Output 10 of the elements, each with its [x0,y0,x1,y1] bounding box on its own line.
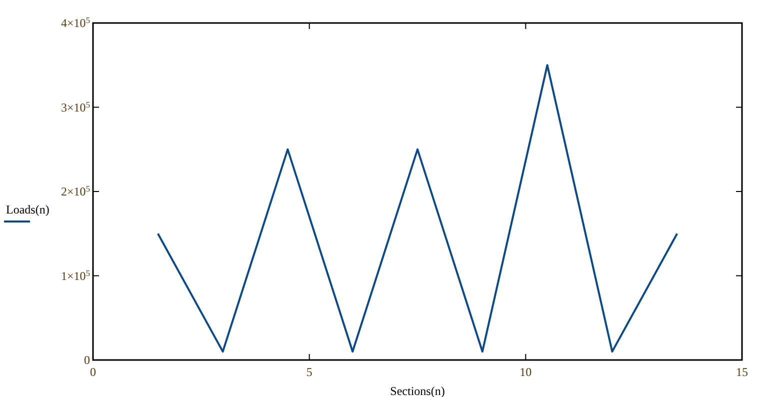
y-tick-label: 3×10$^{5}$ [61,100,90,114]
y-tick-label: 0 [84,353,90,367]
x-tick-label: 5 [306,365,312,379]
y-tick-label: 2×10$^{5}$ [61,184,90,198]
y-tick-label: 4×10$^{5}$ [61,16,90,30]
y-tick-label: 1×10$^{5}$ [61,268,90,283]
text: Loads(n) [6,202,50,216]
line-series [156,64,678,353]
x-tick-label: 15 [736,365,748,379]
x-tick-label: 10 [520,365,532,379]
